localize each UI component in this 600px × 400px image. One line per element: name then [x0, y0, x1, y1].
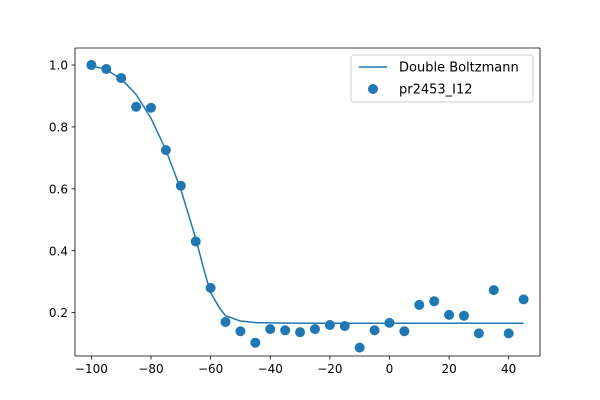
data-point-14: [295, 327, 306, 338]
y-tick-label: 0.8: [49, 120, 68, 134]
data-point-4: [146, 102, 157, 113]
x-tick-label: −100: [75, 362, 108, 376]
y-axis-ticks: 0.2 0.4 0.6 0.8 1.0: [49, 59, 75, 320]
y-tick-label: 0.4: [49, 244, 68, 258]
data-point-24: [444, 309, 455, 320]
data-point-10: [235, 326, 246, 337]
data-point-3: [131, 101, 142, 112]
data-point-9: [220, 316, 231, 327]
data-point-1: [101, 64, 112, 75]
data-point-6: [175, 180, 186, 191]
data-point-26: [473, 328, 484, 339]
x-axis-ticks: −100 −80 −60 −40 −20 0 20 40: [75, 356, 516, 376]
data-point-19: [369, 325, 380, 336]
x-tick-label: −20: [317, 362, 342, 376]
legend-marker-swatch: [368, 84, 378, 94]
data-point-28: [503, 328, 514, 339]
data-point-21: [399, 326, 410, 337]
y-tick-label: 1.0: [49, 59, 68, 73]
fit-line: [91, 64, 524, 324]
data-point-11: [250, 337, 261, 348]
data-point-13: [280, 325, 291, 336]
x-tick-label: 20: [441, 362, 456, 376]
data-point-15: [309, 324, 320, 335]
data-point-8: [205, 282, 216, 293]
x-tick-label: 0: [386, 362, 394, 376]
data-point-20: [384, 317, 395, 328]
data-point-25: [458, 310, 469, 321]
data-point-23: [429, 296, 440, 307]
data-point-29: [518, 294, 529, 305]
data-point-2: [116, 73, 127, 84]
legend: Double Boltzmann pr2453_I12: [350, 54, 534, 103]
y-tick-label: 0.2: [49, 306, 68, 320]
data-point-17: [339, 320, 350, 331]
x-tick-label: 40: [501, 362, 516, 376]
data-point-0: [86, 60, 97, 71]
fit-line-layer: [91, 64, 524, 324]
legend-label-data: pr2453_I12: [399, 83, 473, 98]
data-points-layer: [86, 60, 529, 353]
data-point-7: [190, 236, 201, 247]
data-point-16: [324, 320, 335, 331]
data-point-27: [488, 285, 499, 296]
data-point-12: [265, 324, 276, 335]
x-tick-label: −40: [258, 362, 283, 376]
data-point-5: [160, 145, 171, 156]
data-point-18: [354, 342, 365, 353]
legend-box: [350, 54, 534, 103]
data-point-22: [414, 299, 425, 310]
x-tick-label: −80: [138, 362, 163, 376]
legend-label-fit: Double Boltzmann: [399, 61, 519, 76]
y-tick-label: 0.6: [49, 182, 68, 196]
x-tick-label: −60: [198, 362, 223, 376]
axes-frame: [74, 47, 541, 357]
